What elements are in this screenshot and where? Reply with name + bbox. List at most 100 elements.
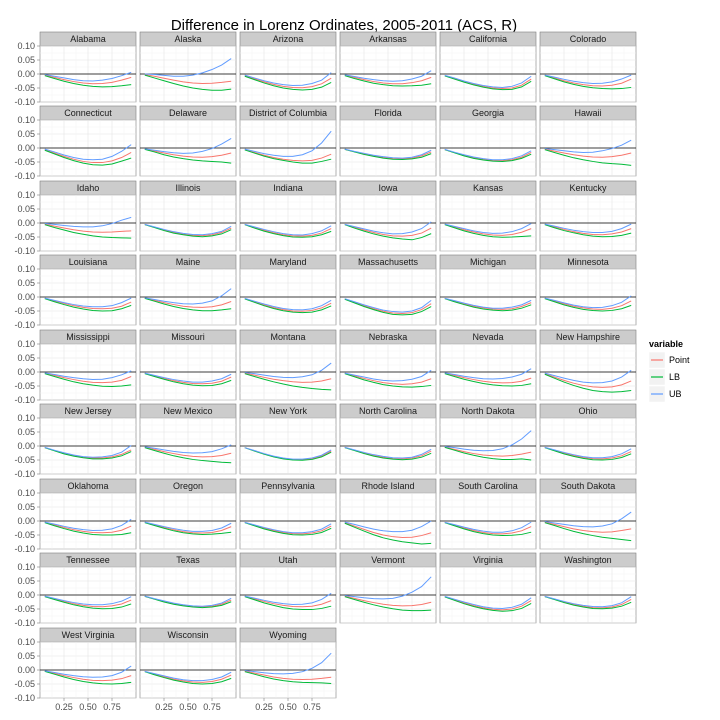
series-lb-utah: [244, 596, 332, 611]
y-tick-label: -0.05: [14, 306, 35, 316]
series-lb-west-virginia: [44, 670, 132, 685]
strip-label-tennessee: Tennessee: [66, 555, 110, 565]
series-lb-rhode-island: [344, 522, 432, 545]
strip-label-maryland: Maryland: [269, 257, 306, 267]
panel-indiana: Indiana: [239, 180, 337, 252]
strip-label-michigan: Michigan: [470, 257, 506, 267]
panel-texas: Texas: [139, 552, 237, 624]
series-ub-nebraska: [344, 369, 432, 382]
y-tick-label: 0.10: [17, 413, 35, 423]
y-tick-label: -0.10: [14, 320, 35, 330]
series-point-alaska: [144, 74, 232, 85]
series-lb-pennsylvania: [244, 522, 332, 536]
y-tick-label: 0.10: [17, 637, 35, 647]
strip-label-south-carolina: South Carolina: [458, 481, 518, 491]
panel-new-mexico: New Mexico: [139, 403, 237, 475]
panel-nevada: Nevada: [439, 329, 537, 401]
y-tick-label: -0.05: [14, 232, 35, 242]
series-ub-maryland: [244, 297, 332, 311]
y-tick-label: 0.00: [17, 218, 35, 228]
strip-label-texas: Texas: [176, 555, 200, 565]
series-point-minnesota: [544, 297, 632, 310]
y-tick-label: -0.05: [14, 83, 35, 93]
legend-label: Point: [669, 355, 690, 365]
panel-north-dakota: North Dakota: [439, 403, 537, 475]
series-lb-oregon: [144, 522, 232, 535]
strip-label-kentucky: Kentucky: [569, 183, 607, 193]
y-tick-label: 0.05: [17, 427, 35, 437]
panel-vermont: Vermont: [339, 552, 437, 624]
series-lb-florida: [344, 148, 432, 160]
strip-label-new-hampshire: New Hampshire: [556, 332, 620, 342]
series-lb-new-mexico: [144, 447, 232, 464]
y-tick-label: 0.00: [17, 516, 35, 526]
x-tick-label: 0.75: [303, 702, 321, 712]
strip-label-massachusetts: Massachusetts: [358, 257, 419, 267]
series-point-maryland: [244, 298, 332, 312]
strip-label-utah: Utah: [278, 555, 297, 565]
series-ub-wyoming: [244, 652, 332, 675]
series-ub-massachusetts: [344, 298, 432, 313]
series-point-iowa: [344, 223, 432, 237]
x-tick-label: 0.50: [179, 702, 197, 712]
strip-label-connecticut: Connecticut: [64, 108, 112, 118]
series-ub-colorado: [544, 74, 632, 85]
series-point-nevada: [444, 372, 532, 384]
series-lb-south-carolina: [444, 522, 532, 537]
y-tick-label: -0.05: [14, 157, 35, 167]
series-lb-new-jersey: [44, 447, 132, 460]
series-point-louisiana: [44, 297, 132, 310]
series-lb-washington: [544, 596, 632, 610]
series-ub-maine: [144, 288, 232, 305]
strip-label-ohio: Ohio: [578, 406, 597, 416]
strip-label-georgia: Georgia: [472, 108, 504, 118]
series-lb-ohio: [544, 447, 632, 461]
y-tick-label: 0.00: [17, 590, 35, 600]
series-point-wisconsin: [144, 670, 232, 683]
panel-massachusetts: Massachusetts: [339, 254, 437, 326]
series-ub-west-virginia: [44, 665, 132, 678]
strip-label-wyoming: Wyoming: [269, 630, 306, 640]
y-tick-label: 0.00: [17, 292, 35, 302]
panel-washington: Washington: [539, 552, 637, 624]
legend-item-point: Point: [648, 351, 690, 369]
y-tick-label: -0.05: [14, 530, 35, 540]
panel-illinois: Illinois: [139, 180, 237, 252]
series-ub-hawaii: [544, 139, 632, 153]
strip-label-maine: Maine: [176, 257, 201, 267]
y-tick-label: 0.10: [17, 339, 35, 349]
series-ub-connecticut: [44, 144, 132, 161]
series-point-idaho: [44, 223, 132, 233]
y-tick-label: 0.05: [17, 651, 35, 661]
series-point-virginia: [444, 596, 532, 611]
strip-label-arizona: Arizona: [273, 34, 304, 44]
panel-iowa: Iowa: [339, 180, 437, 252]
series-lb-kentucky: [544, 224, 632, 238]
strip-label-virginia: Virginia: [473, 555, 503, 565]
series-ub-ohio: [544, 446, 632, 459]
strip-label-nebraska: Nebraska: [369, 332, 408, 342]
strip-label-district-of-columbia: District of Columbia: [249, 108, 327, 118]
series-ub-utah: [244, 592, 332, 606]
series-ub-north-carolina: [344, 446, 432, 459]
series-point-missouri: [144, 372, 232, 385]
strip-label-arkansas: Arkansas: [369, 34, 407, 44]
panel-california: California: [439, 31, 537, 103]
y-tick-label: 0.10: [17, 562, 35, 572]
series-ub-minnesota: [544, 295, 632, 309]
strip-label-north-carolina: North Carolina: [359, 406, 417, 416]
series-point-kentucky: [544, 223, 632, 236]
panel-north-carolina: North Carolina: [339, 403, 437, 475]
panel-new-york: New York: [239, 403, 337, 475]
y-tick-label: 0.00: [17, 143, 35, 153]
series-point-maine: [144, 297, 232, 308]
y-tick-label: -0.05: [14, 679, 35, 689]
series-ub-arkansas: [344, 70, 432, 82]
series-point-oklahoma: [44, 521, 132, 534]
strip-label-kansas: Kansas: [473, 183, 504, 193]
y-tick-label: -0.05: [14, 381, 35, 391]
y-tick-label: 0.05: [17, 129, 35, 139]
chart-title: Difference in Lorenz Ordinates, 2005-201…: [171, 17, 517, 34]
series-ub-vermont: [344, 576, 432, 600]
